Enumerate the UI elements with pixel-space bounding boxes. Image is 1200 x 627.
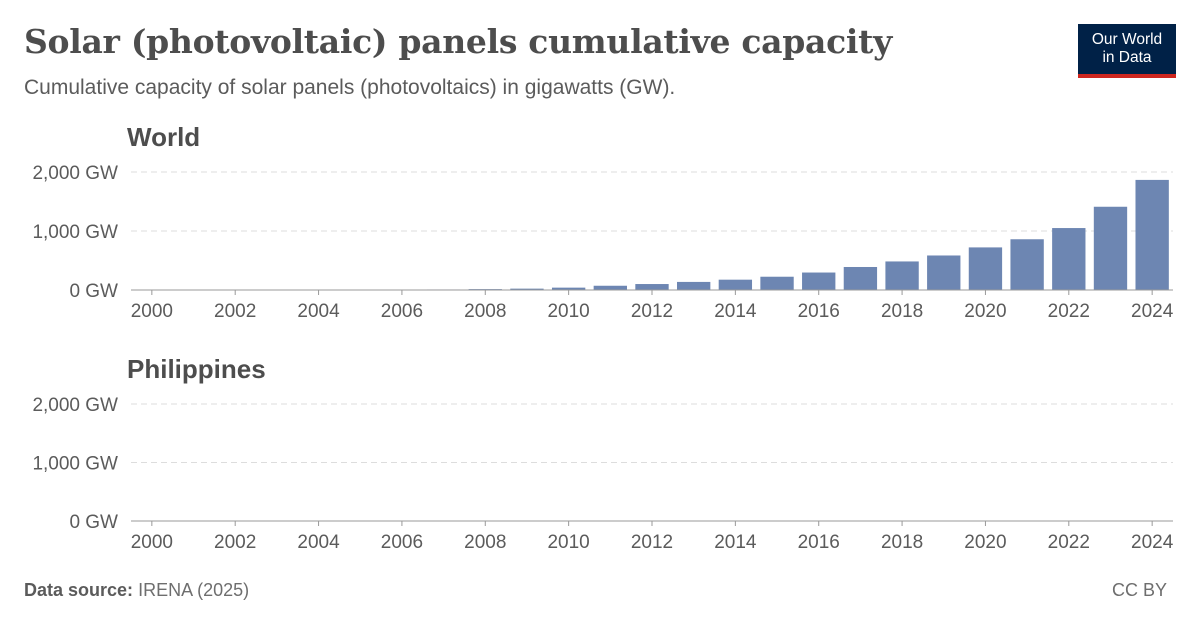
bar-2018 — [885, 261, 919, 290]
panel-title-world: World — [127, 122, 201, 152]
bar-2011 — [593, 285, 627, 290]
bar-2009 — [510, 288, 544, 290]
x-tick-label: 2020 — [964, 301, 1006, 322]
y-tick-label: 1,000 GW — [32, 454, 118, 475]
data-source: Data source: IRENA (2025) — [24, 580, 249, 601]
x-tick-label: 2000 — [131, 532, 173, 553]
x-tick-label: 2008 — [464, 532, 506, 553]
bar-2022 — [1052, 228, 1086, 290]
x-tick-label: 2012 — [631, 301, 673, 322]
y-tick-label: 1,000 GW — [32, 222, 118, 243]
x-tick-label: 2002 — [214, 301, 256, 322]
x-tick-label: 2024 — [1131, 532, 1174, 553]
owid-logo[interactable]: Our World in Data — [1078, 24, 1176, 78]
data-source-value[interactable]: IRENA (2025) — [138, 580, 250, 600]
x-tick-label: 2022 — [1048, 532, 1090, 553]
data-source-label: Data source: — [24, 580, 134, 600]
x-tick-label: 2018 — [881, 301, 923, 322]
bar-2015 — [760, 276, 794, 290]
x-tick-label: 2014 — [714, 301, 757, 322]
bar-2023 — [1093, 206, 1128, 290]
chart-subtitle: Cumulative capacity of solar panels (pho… — [24, 76, 676, 99]
bar-2019 — [927, 255, 961, 290]
bar-2021 — [1010, 239, 1044, 290]
x-tick-label: 2016 — [798, 532, 840, 553]
x-tick-label: 2012 — [631, 532, 673, 553]
bar-2020 — [968, 247, 1003, 290]
panel-title-philippines: Philippines — [127, 354, 266, 384]
x-tick-label: 2010 — [547, 532, 589, 553]
y-tick-label: 0 GW — [69, 281, 118, 302]
x-tick-label: 2006 — [381, 301, 423, 322]
x-tick-label: 2008 — [464, 301, 506, 322]
x-tick-label: 2024 — [1131, 301, 1174, 322]
x-tick-label: 2000 — [131, 301, 173, 322]
x-tick-label: 2010 — [547, 301, 589, 322]
bar-2012 — [635, 284, 669, 290]
bar-2014 — [718, 279, 753, 290]
x-tick-label: 2016 — [798, 301, 840, 322]
bar-2016 — [802, 272, 836, 290]
y-tick-label: 2,000 GW — [32, 395, 118, 416]
chart-title: Solar (photovoltaic) panels cumulative c… — [24, 22, 892, 61]
x-tick-label: 2014 — [714, 532, 757, 553]
x-tick-label: 2006 — [381, 532, 423, 553]
logo-line-2: in Data — [1102, 49, 1152, 66]
x-tick-label: 2018 — [881, 532, 923, 553]
y-tick-label: 0 GW — [69, 512, 118, 533]
bar-2013 — [677, 281, 711, 290]
x-tick-label: 2002 — [214, 532, 256, 553]
x-tick-label: 2004 — [297, 301, 340, 322]
bar-2017 — [843, 266, 878, 290]
license-link[interactable]: CC BY — [1112, 580, 1168, 600]
bar-2024 — [1135, 179, 1169, 290]
x-tick-label: 2020 — [964, 532, 1006, 553]
bar-2010 — [551, 287, 586, 290]
logo-line-1: Our World — [1091, 31, 1163, 48]
x-tick-label: 2022 — [1048, 301, 1090, 322]
x-tick-label: 2004 — [297, 532, 340, 553]
y-tick-label: 2,000 GW — [32, 163, 118, 184]
